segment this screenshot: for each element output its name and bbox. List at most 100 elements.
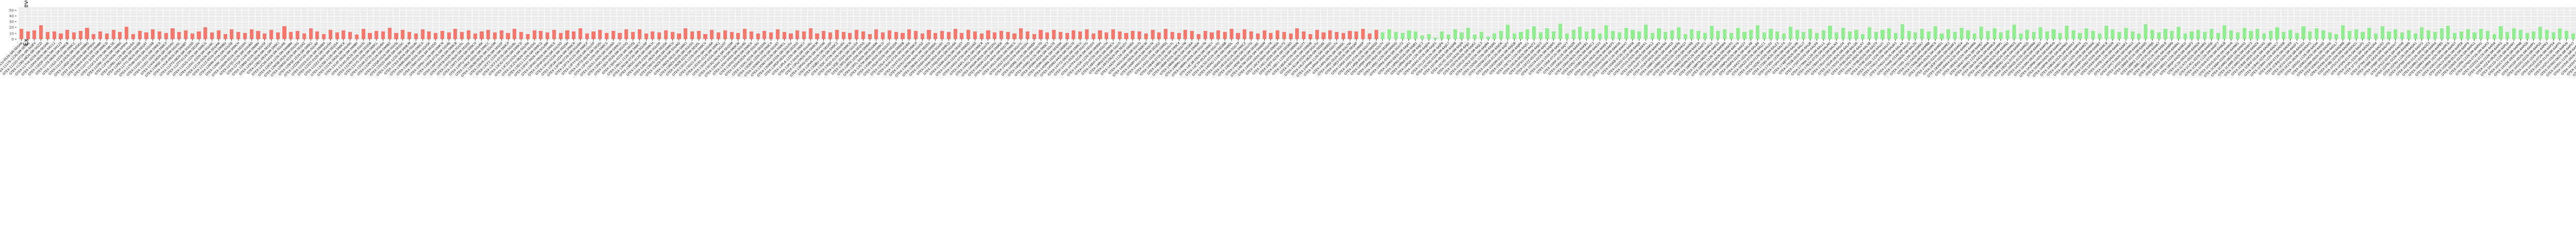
- bar-slot: [176, 7, 182, 39]
- x-tick-mark: [524, 39, 531, 41]
- bar-slot: [2221, 7, 2228, 39]
- bar-slot: [1333, 7, 1340, 39]
- bar: [1624, 28, 1628, 39]
- bar-slot: [1997, 7, 2004, 39]
- bar-slot: [1406, 7, 1413, 39]
- bar: [1755, 25, 1760, 39]
- x-tick-mark: [2438, 39, 2445, 41]
- bar: [1867, 27, 1872, 39]
- bar: [901, 33, 905, 39]
- bar: [269, 30, 274, 39]
- x-tick-mark: [1373, 39, 1380, 41]
- bar: [920, 33, 924, 39]
- x-tick-mark: [182, 39, 189, 41]
- gridline-vertical: [2372, 7, 2373, 39]
- bar-slot: [1616, 7, 1623, 39]
- bar-slot: [551, 7, 557, 39]
- bar: [39, 25, 43, 39]
- gridline-vertical: [1853, 7, 1854, 39]
- gridline-vertical: [1886, 7, 1887, 39]
- x-tick-mark: [2333, 39, 2340, 41]
- gridline-vertical: [2537, 7, 2538, 39]
- bar-slot: [2030, 7, 2037, 39]
- x-tick-mark: [465, 39, 472, 41]
- gridline-vertical: [255, 7, 256, 39]
- x-tick-mark: [2254, 39, 2261, 41]
- bar: [1216, 30, 1221, 39]
- y-tick-label: 30: [9, 19, 14, 24]
- x-tick-mark: [1741, 39, 1748, 41]
- bar: [1913, 32, 1918, 39]
- x-tick-mark: [1189, 39, 1195, 41]
- x-tick-mark: [1978, 39, 1985, 41]
- x-tick-mark: [1715, 39, 1722, 41]
- bar-slot: [472, 7, 479, 39]
- x-tick-mark: [1228, 39, 1235, 41]
- bar-slot: [77, 7, 84, 39]
- x-tick-mark: [1116, 39, 1123, 41]
- bar-slot: [531, 7, 538, 39]
- gridline-vertical: [1715, 7, 1716, 39]
- bar-slot: [2208, 7, 2215, 39]
- x-tick-mark: [998, 39, 1005, 41]
- y-tick-label: 20: [9, 25, 14, 30]
- bar-slot: [2399, 7, 2405, 39]
- bar: [710, 29, 714, 39]
- x-tick-mark: [846, 39, 853, 41]
- bar: [282, 26, 286, 39]
- bar: [670, 31, 674, 39]
- bar-slot: [459, 7, 465, 39]
- x-tick-mark: [281, 39, 288, 41]
- bar: [2091, 30, 2095, 39]
- gridline-vertical: [1044, 7, 1045, 39]
- bar: [111, 30, 115, 39]
- gridline-vertical: [748, 7, 749, 39]
- bar-slot: [820, 7, 827, 39]
- bar: [1578, 26, 1582, 39]
- x-tick-mark: [1024, 39, 1031, 41]
- bar: [1091, 33, 1095, 39]
- gridline-vertical: [222, 7, 223, 39]
- x-axis-labels: GTEX-111CU-0526-SM-5EGHK GTEX-111YS-1226-…: [0, 41, 2576, 103]
- x-tick-mark: [301, 39, 308, 41]
- gridline-vertical: [44, 7, 45, 39]
- x-tick-mark: [669, 39, 676, 41]
- bar-slot: [1143, 7, 1149, 39]
- bar-slot: [2511, 7, 2517, 39]
- bar: [2315, 28, 2319, 39]
- x-tick-mark: [1748, 39, 1754, 41]
- x-tick-mark: [2248, 39, 2255, 41]
- gridline-vertical: [1228, 7, 1229, 39]
- x-tick-mark: [2425, 39, 2432, 41]
- x-tick-mark: [248, 39, 255, 41]
- bar-slot: [873, 7, 880, 39]
- bar: [2117, 32, 2122, 39]
- bar-slot: [1044, 7, 1050, 39]
- bar: [1953, 32, 1957, 39]
- bar: [1045, 32, 1049, 39]
- bar: [1683, 33, 1687, 39]
- bar: [1374, 30, 1378, 39]
- x-tick-mark: [229, 39, 235, 41]
- bar: [342, 30, 346, 39]
- x-tick-mark: [1090, 39, 1097, 41]
- bar: [802, 31, 806, 39]
- bar-slot: [1741, 7, 1748, 39]
- bar-slot: [926, 7, 933, 39]
- gridline-major: [18, 10, 2576, 11]
- x-tick-mark: [18, 39, 25, 41]
- bar: [2064, 26, 2069, 39]
- gridline-vertical: [879, 7, 880, 39]
- x-tick-mark: [1071, 39, 1077, 41]
- bar: [1505, 25, 1510, 39]
- x-tick-mark: [2504, 39, 2511, 41]
- bar-slot: [1866, 7, 1873, 39]
- gridline-vertical: [1307, 7, 1308, 39]
- x-tick-mark: [1478, 39, 1485, 41]
- bar: [1328, 30, 1332, 39]
- x-tick-mark: [327, 39, 334, 41]
- x-tick-mark: [814, 39, 821, 41]
- bar-slot: [294, 7, 301, 39]
- bar-slot: [2333, 7, 2340, 39]
- bar-slot: [235, 7, 242, 39]
